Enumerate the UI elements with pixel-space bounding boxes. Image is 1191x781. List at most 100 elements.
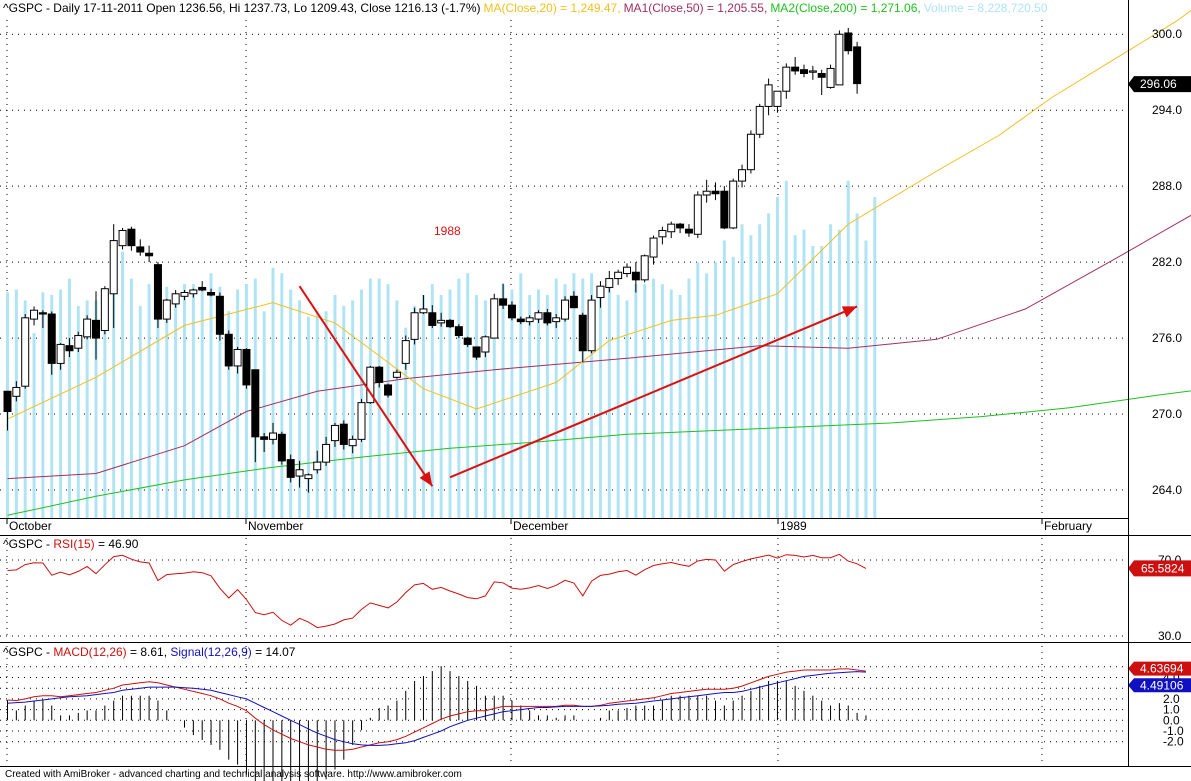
candle-up bbox=[561, 299, 570, 320]
candle-down bbox=[711, 190, 720, 195]
price-header: ^GSPC - Daily 17-11-2011 Open 1236.56, H… bbox=[3, 1, 1048, 15]
candle-up bbox=[357, 402, 366, 440]
candlesticks[interactable] bbox=[3, 27, 862, 493]
candle-up bbox=[437, 319, 446, 324]
candle-up bbox=[738, 169, 747, 182]
trendlines[interactable] bbox=[298, 285, 858, 487]
candle-up bbox=[233, 348, 242, 367]
price-panel[interactable]: 264.0 270.0 276.0 282.0 288.0 294.0 300.0 296.0… bbox=[0, 0, 1191, 533]
candle-up bbox=[12, 386, 21, 397]
candle-up bbox=[21, 317, 30, 387]
date-tick-label: February bbox=[1044, 519, 1092, 533]
candle-up bbox=[171, 293, 180, 305]
price-header-ohlc: ^GSPC - Daily 17-11-2011 Open 1236.56, H… bbox=[3, 1, 480, 15]
candle-down bbox=[853, 46, 862, 85]
macd-header-value: = 8.61, bbox=[127, 645, 171, 659]
macd-tick-label: 2.0 bbox=[1163, 692, 1180, 706]
footer-credit: Created with AmiBroker - advanced charti… bbox=[5, 769, 462, 780]
price-tick-label: 282.0 bbox=[1152, 255, 1182, 269]
candle-up bbox=[623, 266, 631, 275]
candle-down bbox=[286, 459, 295, 478]
rsi-header-prefix: ^GSPC - bbox=[3, 537, 53, 551]
candle-down bbox=[800, 69, 808, 74]
candle-down bbox=[569, 295, 578, 309]
candle-up bbox=[552, 317, 561, 323]
signal-last-value-marker bbox=[1128, 678, 1191, 693]
price-header-volume: Volume = 8,228,720.50 bbox=[924, 1, 1048, 15]
candle-down bbox=[153, 264, 162, 320]
price-tick-label: 270.0 bbox=[1152, 407, 1182, 421]
candle-up bbox=[782, 66, 791, 92]
candle-up bbox=[392, 371, 401, 378]
signal-line bbox=[7, 671, 866, 746]
candle-up bbox=[755, 105, 764, 135]
candle-up bbox=[419, 308, 428, 314]
candle-down bbox=[844, 32, 853, 52]
candle-up bbox=[808, 70, 817, 73]
candle-up bbox=[490, 298, 499, 339]
candle-up bbox=[295, 469, 304, 477]
rsi-header-value: = 46.90 bbox=[95, 537, 139, 551]
macd-header-signal-value: = 14.07 bbox=[252, 645, 296, 659]
candle-up bbox=[304, 474, 313, 480]
candle-up bbox=[109, 240, 118, 295]
price-tick-label: 288.0 bbox=[1152, 179, 1182, 193]
trendline bbox=[298, 285, 434, 487]
candle-down bbox=[38, 312, 47, 315]
candle-up bbox=[596, 285, 605, 299]
price-last-value-marker bbox=[1128, 76, 1191, 93]
candle-up bbox=[348, 438, 357, 447]
rsi-last-value-marker bbox=[1128, 560, 1191, 577]
candle-down bbox=[463, 337, 472, 345]
candle-down bbox=[47, 313, 56, 364]
candle-down bbox=[198, 286, 207, 291]
moving-averages bbox=[7, 10, 1191, 516]
candle-up bbox=[746, 133, 755, 171]
candle-up bbox=[481, 336, 490, 353]
candle-up bbox=[162, 299, 171, 320]
rsi-line bbox=[7, 553, 867, 629]
candle-up bbox=[118, 229, 127, 247]
price-axis: 264.0 270.0 276.0 282.0 288.0 294.0 300.0 296.0… bbox=[1128, 27, 1191, 497]
price-tick-label: 294.0 bbox=[1152, 103, 1182, 117]
candle-down bbox=[136, 246, 145, 253]
macd-header-label: MACD(12,26) bbox=[53, 645, 126, 659]
trendline bbox=[449, 305, 858, 479]
candle-down bbox=[791, 66, 800, 72]
candle-down bbox=[242, 348, 251, 386]
macd-tick-label: 0.0 bbox=[1163, 713, 1180, 727]
macd-histogram bbox=[7, 666, 867, 781]
candle-up bbox=[667, 223, 676, 233]
macd-line bbox=[7, 668, 866, 751]
macd-last-value-label: 4.63694 bbox=[1140, 662, 1184, 676]
candle-up bbox=[702, 190, 711, 196]
candle-up bbox=[534, 312, 543, 320]
candle-down bbox=[224, 333, 233, 367]
candle-up bbox=[83, 318, 92, 338]
trendline-arrowhead bbox=[419, 471, 433, 487]
candle-down bbox=[339, 423, 348, 445]
price-tick-label: 264.0 bbox=[1152, 483, 1182, 497]
candle-down bbox=[428, 312, 437, 326]
candle-down bbox=[676, 223, 685, 229]
rsi-panel[interactable]: 30.070.065.5824 ^GSPC - RSI(15) = 46.90 bbox=[0, 537, 1191, 643]
candle-up bbox=[189, 289, 198, 295]
candle-up bbox=[835, 33, 844, 86]
price-header-ma200: MA2(Close,200) = 1,271.06, bbox=[770, 1, 920, 15]
date-tick-label: 1989 bbox=[780, 519, 807, 533]
candle-down bbox=[207, 292, 216, 296]
candle-up bbox=[100, 288, 109, 331]
candle-up bbox=[764, 84, 773, 107]
candle-up bbox=[180, 292, 189, 297]
candle-down bbox=[384, 384, 393, 396]
macd-grid bbox=[0, 646, 1128, 764]
macd-panel[interactable]: -2.0-1.00.01.02.03.04.05.04.636944.49106… bbox=[0, 645, 1191, 781]
macd-header-prefix: ^GSPC - bbox=[3, 645, 53, 659]
date-tick-label: October bbox=[9, 519, 52, 533]
rsi-last-value-label: 65.5824 bbox=[1141, 561, 1185, 575]
macd-tick-label: -1.0 bbox=[1163, 724, 1184, 738]
candle-up bbox=[525, 317, 534, 323]
macd-last-value-marker bbox=[1128, 661, 1191, 676]
